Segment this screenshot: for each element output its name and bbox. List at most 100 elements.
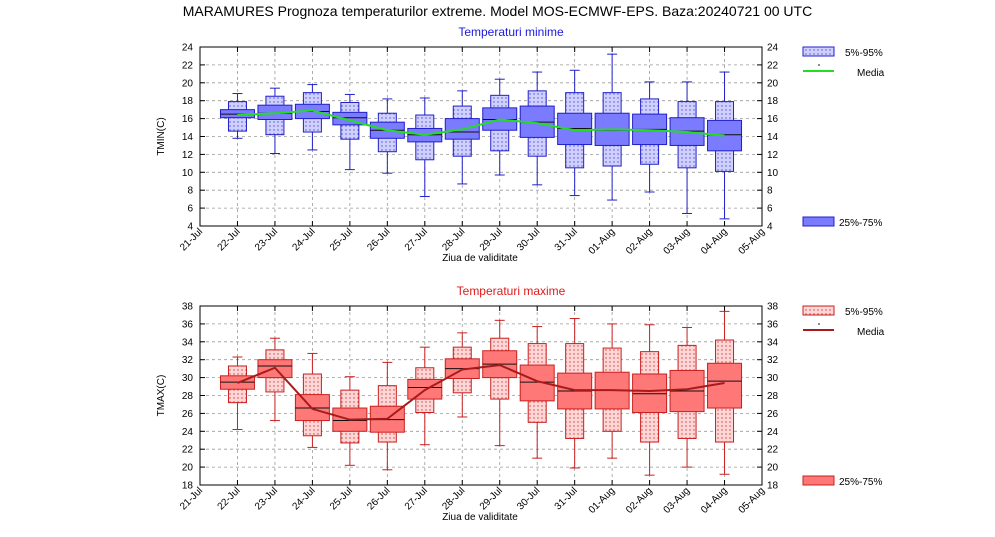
y-tick-label-right: 24 bbox=[767, 43, 779, 54]
legend-label-p25-p75: 25%-75% bbox=[839, 477, 882, 488]
x-tick-label: 28-Jul bbox=[440, 226, 467, 253]
x-tick-label: 31-Jul bbox=[553, 226, 580, 253]
box-24-Jul bbox=[294, 352, 330, 448]
y-tick-label-left: 32 bbox=[182, 355, 194, 366]
box-24-Jul bbox=[294, 84, 330, 151]
y-tick-label-left: 36 bbox=[182, 319, 194, 330]
x-tick-label: 05-Aug bbox=[737, 226, 768, 257]
legend: 5%-95% Media 25%-75% bbox=[802, 305, 885, 488]
panel-title: Temperaturi maxime bbox=[457, 284, 566, 298]
y-tick-label-left: 30 bbox=[182, 373, 194, 384]
mean-line bbox=[237, 109, 725, 137]
x-axis-label: Ziua de validitate bbox=[442, 512, 518, 523]
box-p25-p75 bbox=[707, 119, 743, 152]
y-axis-label: TMAX(C) bbox=[156, 375, 167, 417]
x-tick-label: 25-Jul bbox=[328, 485, 355, 512]
y-tick-label-right: 14 bbox=[767, 132, 779, 143]
y-tick-label-right: 36 bbox=[767, 319, 779, 330]
x-tick-label: 01-Aug bbox=[587, 485, 618, 516]
y-tick-label-left: 28 bbox=[182, 391, 194, 402]
legend-label-p5-p95: 5%-95% bbox=[845, 307, 883, 318]
y-tick-label-left: 4 bbox=[187, 222, 193, 233]
y-tick-label-left: 6 bbox=[187, 204, 193, 215]
mean-line bbox=[237, 364, 725, 421]
x-tick-label: 23-Jul bbox=[253, 226, 280, 253]
y-tick-label-left: 38 bbox=[182, 302, 194, 313]
y-tick-label-left: 12 bbox=[182, 150, 194, 161]
y-tick-label-right: 12 bbox=[767, 150, 779, 161]
y-tick-label-left: 22 bbox=[182, 445, 194, 456]
y-tick-label-right: 26 bbox=[767, 409, 779, 420]
x-axis-label: Ziua de validitate bbox=[442, 253, 518, 264]
x-tick-label: 28-Jul bbox=[440, 485, 467, 512]
box-03-Aug bbox=[669, 81, 705, 214]
y-tick-label-left: 18 bbox=[182, 481, 194, 492]
legend-label-p5-p95: 5%-95% bbox=[845, 48, 883, 59]
box-03-Aug bbox=[669, 326, 705, 468]
y-axis-label: TMIN(C) bbox=[156, 117, 167, 155]
y-tick-label-right: 28 bbox=[767, 391, 779, 402]
y-tick-label-right: 22 bbox=[767, 445, 779, 456]
legend: 5%-95% Media 25%-75% bbox=[802, 46, 885, 229]
y-tick-label-right: 24 bbox=[767, 427, 779, 438]
legend-label-mean: Media bbox=[857, 68, 885, 79]
x-tick-label: 01-Aug bbox=[587, 226, 618, 257]
x-tick-label: 29-Jul bbox=[478, 485, 505, 512]
legend-swatch-p25-p75 bbox=[802, 475, 835, 486]
box-28-Jul bbox=[444, 90, 480, 185]
y-tick-label-left: 8 bbox=[187, 186, 193, 197]
y-tick-label-left: 14 bbox=[182, 132, 194, 143]
x-tick-label: 04-Aug bbox=[699, 485, 730, 516]
y-tick-label-left: 20 bbox=[182, 78, 194, 89]
legend-swatch-p5-p95 bbox=[802, 305, 835, 316]
legend-dot bbox=[818, 323, 820, 325]
y-tick-label-left: 10 bbox=[182, 168, 194, 179]
x-tick-label: 22-Jul bbox=[216, 226, 243, 253]
x-tick-label: 27-Jul bbox=[403, 226, 430, 253]
legend-swatch-p25-p75 bbox=[802, 216, 835, 227]
x-tick-label: 22-Jul bbox=[216, 485, 243, 512]
y-tick-label-left: 22 bbox=[182, 60, 194, 71]
x-tick-label: 02-Aug bbox=[624, 485, 655, 516]
y-tick-label-right: 6 bbox=[767, 204, 773, 215]
y-tick-label-right: 38 bbox=[767, 302, 779, 313]
y-tick-label-right: 30 bbox=[767, 373, 779, 384]
legend-label-mean: Media bbox=[857, 327, 885, 338]
y-tick-label-right: 10 bbox=[767, 168, 779, 179]
y-tick-label-right: 22 bbox=[767, 60, 779, 71]
y-tick-label-right: 20 bbox=[767, 78, 779, 89]
y-tick-label-left: 24 bbox=[182, 43, 194, 54]
x-tick-label: 30-Jul bbox=[515, 485, 542, 512]
y-tick-label-left: 24 bbox=[182, 427, 194, 438]
x-tick-label: 24-Jul bbox=[290, 226, 317, 253]
box-22-Jul bbox=[219, 93, 255, 139]
y-tick-label-left: 16 bbox=[182, 114, 194, 125]
y-tick-label-right: 18 bbox=[767, 96, 779, 107]
y-tick-label-right: 8 bbox=[767, 186, 773, 197]
x-tick-label: 24-Jul bbox=[290, 485, 317, 512]
box-27-Jul bbox=[407, 97, 443, 197]
box-02-Aug bbox=[632, 324, 668, 476]
x-tick-label: 26-Jul bbox=[365, 485, 392, 512]
x-tick-label: 23-Jul bbox=[253, 485, 280, 512]
x-tick-label: 29-Jul bbox=[478, 226, 505, 253]
x-tick-label: 02-Aug bbox=[624, 226, 655, 257]
x-tick-label: 27-Jul bbox=[403, 485, 430, 512]
x-tick-label: 04-Aug bbox=[699, 226, 730, 257]
y-tick-label-left: 18 bbox=[182, 96, 194, 107]
y-tick-label-left: 20 bbox=[182, 463, 194, 474]
box-p25-p75 bbox=[519, 364, 555, 402]
box-29-Jul bbox=[482, 78, 518, 176]
panel-tmax: 18 18 20 20 22 22 24 24 26 26 28 28 30 30 32 32 34 34 36 36… bbox=[156, 284, 885, 523]
x-tick-label: 30-Jul bbox=[515, 226, 542, 253]
legend-swatch-p5-p95 bbox=[802, 46, 835, 57]
legend-dot bbox=[818, 64, 820, 66]
x-tick-label: 03-Aug bbox=[662, 226, 693, 257]
y-tick-label-left: 34 bbox=[182, 337, 194, 348]
x-tick-label: 05-Aug bbox=[737, 485, 768, 516]
y-tick-label-right: 18 bbox=[767, 481, 779, 492]
y-tick-label-left: 26 bbox=[182, 409, 194, 420]
y-tick-label-right: 4 bbox=[767, 222, 773, 233]
